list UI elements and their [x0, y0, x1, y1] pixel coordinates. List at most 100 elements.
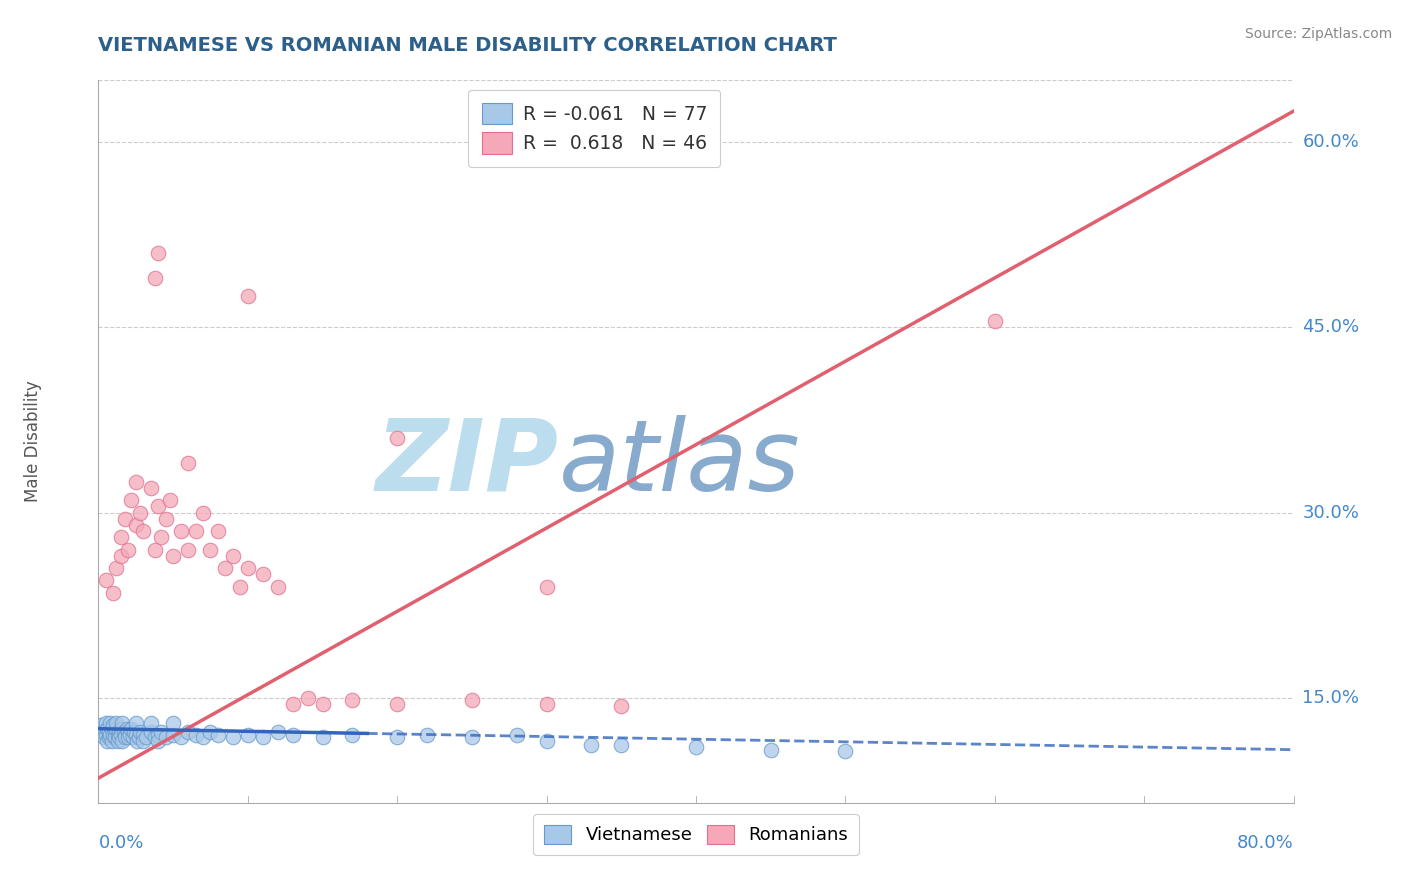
- Point: [110, 549, 132, 563]
- Point: [91, 725, 114, 739]
- Point: [110, 722, 132, 736]
- Point: [297, 690, 319, 705]
- Point: [536, 697, 558, 711]
- Point: [311, 731, 333, 745]
- Point: [148, 728, 170, 742]
- Point: [342, 693, 364, 707]
- Point: [96, 734, 118, 748]
- Point: [96, 722, 118, 736]
- Point: [385, 432, 409, 446]
- Point: [98, 728, 122, 742]
- Point: [229, 580, 252, 594]
- Point: [148, 246, 170, 260]
- Point: [162, 728, 184, 742]
- Point: [150, 725, 173, 739]
- Point: [139, 725, 162, 739]
- Point: [117, 542, 139, 557]
- Point: [132, 524, 155, 538]
- Point: [103, 586, 125, 600]
- Point: [267, 725, 290, 739]
- Point: [101, 734, 124, 748]
- Point: [124, 725, 146, 739]
- Point: [834, 744, 856, 758]
- Point: [177, 542, 200, 557]
- Point: [132, 734, 155, 748]
- Point: [236, 728, 259, 742]
- Text: 45.0%: 45.0%: [1302, 318, 1360, 336]
- Point: [117, 725, 139, 739]
- Point: [162, 549, 184, 563]
- Point: [506, 728, 529, 742]
- Point: [759, 742, 782, 756]
- Point: [118, 728, 141, 742]
- Point: [128, 731, 150, 745]
- Point: [177, 725, 200, 739]
- Text: 60.0%: 60.0%: [1302, 133, 1360, 151]
- Point: [385, 731, 409, 745]
- Point: [120, 722, 142, 736]
- Point: [143, 542, 166, 557]
- Point: [236, 289, 259, 303]
- Point: [159, 493, 181, 508]
- Point: [129, 506, 152, 520]
- Point: [105, 715, 128, 730]
- Point: [200, 542, 222, 557]
- Text: ZIP: ZIP: [375, 415, 558, 512]
- Point: [143, 271, 166, 285]
- Point: [104, 725, 127, 739]
- Point: [281, 697, 304, 711]
- Point: [97, 731, 120, 745]
- Point: [101, 722, 124, 736]
- Point: [110, 728, 132, 742]
- Point: [132, 728, 155, 742]
- Legend: Vietnamese, Romanians: Vietnamese, Romanians: [533, 814, 859, 855]
- Point: [112, 725, 135, 739]
- Point: [117, 731, 139, 745]
- Point: [114, 731, 136, 745]
- Point: [155, 731, 177, 745]
- Point: [114, 512, 136, 526]
- Point: [685, 740, 707, 755]
- Point: [252, 731, 274, 745]
- Point: [148, 734, 170, 748]
- Point: [127, 734, 149, 748]
- Point: [200, 725, 222, 739]
- Point: [222, 549, 245, 563]
- Point: [90, 718, 112, 732]
- Point: [214, 561, 236, 575]
- Point: [94, 574, 117, 588]
- Point: [111, 734, 134, 748]
- Point: [108, 725, 131, 739]
- Point: [207, 524, 229, 538]
- Point: [93, 731, 115, 745]
- Point: [110, 530, 132, 544]
- Text: 15.0%: 15.0%: [1302, 689, 1360, 706]
- Point: [111, 715, 134, 730]
- Point: [121, 731, 143, 745]
- Point: [104, 731, 127, 745]
- Point: [115, 722, 138, 736]
- Point: [581, 738, 603, 752]
- Point: [191, 731, 214, 745]
- Point: [177, 456, 200, 470]
- Point: [155, 512, 177, 526]
- Point: [252, 567, 274, 582]
- Point: [94, 715, 117, 730]
- Point: [114, 728, 136, 742]
- Text: Source: ZipAtlas.com: Source: ZipAtlas.com: [1244, 27, 1392, 41]
- Point: [94, 728, 117, 742]
- Point: [536, 734, 558, 748]
- Text: Male Disability: Male Disability: [24, 381, 42, 502]
- Point: [169, 524, 191, 538]
- Point: [135, 731, 157, 745]
- Point: [120, 493, 142, 508]
- Point: [107, 728, 129, 742]
- Text: 80.0%: 80.0%: [1237, 834, 1294, 852]
- Text: 30.0%: 30.0%: [1302, 504, 1360, 522]
- Point: [162, 715, 184, 730]
- Point: [184, 524, 207, 538]
- Point: [236, 561, 259, 575]
- Point: [610, 699, 633, 714]
- Point: [461, 731, 484, 745]
- Point: [385, 697, 409, 711]
